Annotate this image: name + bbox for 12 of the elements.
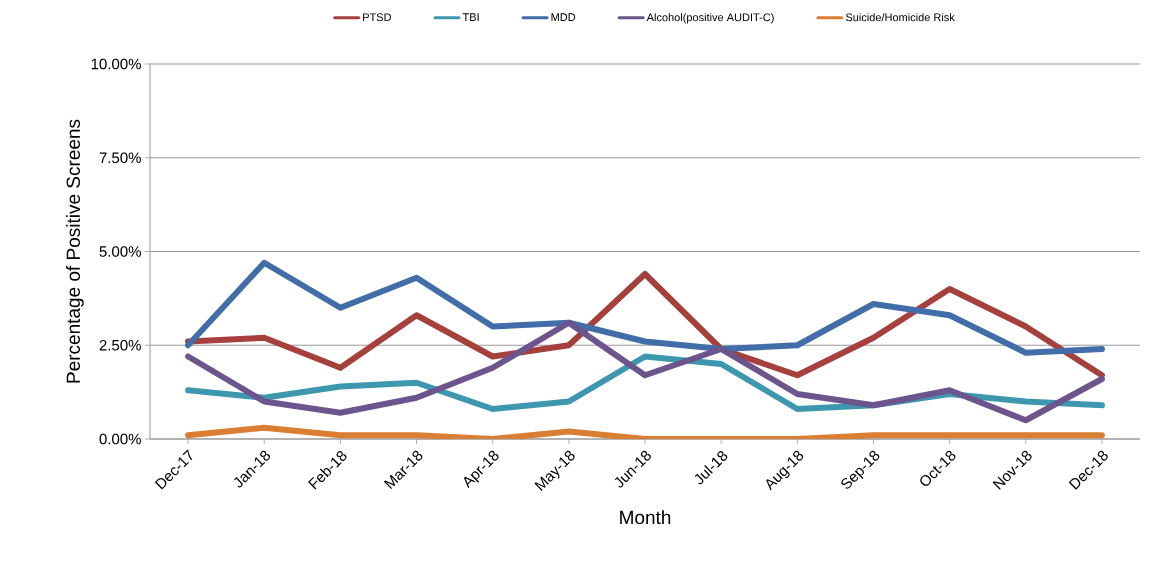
legend-label: MDD	[551, 13, 576, 21]
y-axis-title: Percentage of Positive Screens	[66, 119, 84, 383]
legend-label: TBI	[462, 13, 479, 21]
y-tick-label: 5.00%	[99, 246, 141, 257]
x-axis-title: Month	[620, 510, 671, 525]
y-tick-label: 7.50%	[99, 152, 141, 164]
y-tick-label: 10.00%	[91, 58, 141, 70]
legend-label: Suicide/Homicide Risk	[845, 13, 955, 22]
y-tick-label: 2.50%	[99, 339, 141, 351]
legend-label: PTSD	[363, 13, 392, 22]
legend-label: Alcohol(positive AUDIT-C)	[646, 13, 774, 24]
y-tick-label: 0.00%	[99, 433, 141, 445]
